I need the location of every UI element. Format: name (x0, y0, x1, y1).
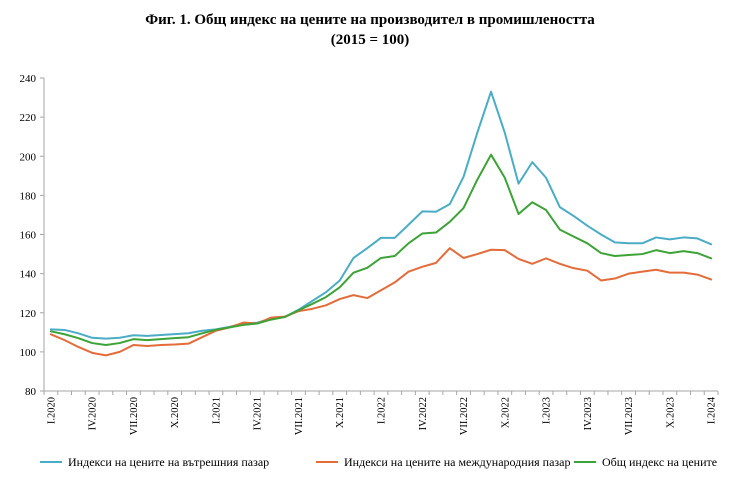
y-tick-label: 160 (20, 230, 37, 242)
legend-item-international: Индекси на цените на международния пазар (316, 452, 570, 472)
x-tick-label: I.2023 (542, 397, 553, 424)
series-line-0 (49, 90, 713, 340)
x-tick-label: X.2020 (170, 397, 181, 428)
chart-title: Фиг. 1. Общ индекс на цените на производ… (145, 12, 595, 28)
legend-label-international: Индекси на цените на международния пазар (344, 454, 571, 469)
y-tick-label: 100 (20, 347, 37, 359)
x-tick-label: I.2024 (707, 396, 718, 424)
series-line-1 (49, 247, 713, 357)
x-tick-label: VII.2021 (294, 397, 305, 435)
x-tick-label: I.2022 (377, 397, 388, 424)
x-tick-label: IV.2023 (583, 397, 594, 430)
x-tick-label: VII.2020 (129, 397, 140, 435)
y-tick-label: 120 (20, 308, 37, 320)
legend-swatch-domestic (40, 461, 62, 463)
legend-label-total: Общ индекс на цените (602, 454, 718, 469)
x-tick-label: VII.2022 (459, 397, 470, 435)
series-line-2 (49, 153, 713, 347)
x-tick-label: I.2021 (211, 397, 222, 424)
legend-item-domestic: Индекси на цените на вътрешния пазар (40, 452, 269, 472)
y-tick-label: 180 (20, 190, 37, 202)
legend-swatch-international (316, 461, 338, 463)
legend-item-total: Общ индекс на цените (574, 452, 717, 472)
y-tick-label: 200 (20, 151, 37, 163)
x-tick-label: I.2020 (46, 397, 57, 424)
legend-label-domestic: Индекси на цените на вътрешния пазар (68, 454, 270, 469)
x-tick-label: VII.2023 (624, 397, 635, 435)
x-tick-label: IV.2022 (418, 397, 429, 430)
x-tick-label: X.2022 (500, 397, 511, 428)
y-tick-label: 240 (20, 73, 37, 85)
chart-subtitle: (2015 = 100) (330, 32, 410, 48)
y-tick-label: 220 (20, 112, 37, 124)
legend-swatch-total (574, 461, 596, 463)
y-tick-label: 140 (20, 269, 37, 281)
x-tick-label: X.2023 (665, 397, 676, 428)
x-tick-label: IV.2021 (253, 397, 264, 430)
x-tick-label: IV.2020 (88, 397, 99, 430)
y-tick-label: 80 (25, 386, 37, 398)
x-tick-label: X.2021 (335, 397, 346, 428)
